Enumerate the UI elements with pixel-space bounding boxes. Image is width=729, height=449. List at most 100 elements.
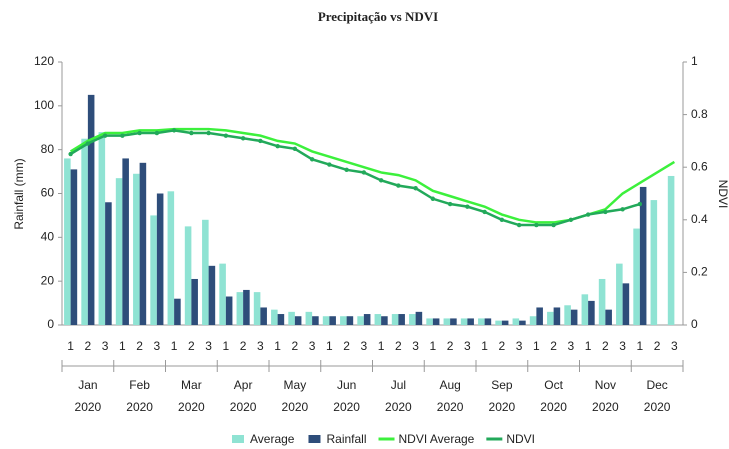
month-label: Jan	[78, 378, 97, 392]
bar	[305, 311, 313, 325]
legend-swatch	[308, 435, 321, 443]
line-marker	[465, 204, 470, 209]
y-tick-label: 100	[34, 98, 54, 112]
x-tick-label: 1	[481, 339, 488, 353]
x-tick-label: 3	[309, 339, 316, 353]
x-tick-label: 2	[602, 339, 609, 353]
legend-label: Average	[250, 432, 295, 446]
x-tick-label: 1	[223, 339, 230, 353]
x-tick-label: 2	[240, 339, 247, 353]
month-label: Nov	[595, 378, 616, 392]
bar	[277, 314, 285, 325]
line-marker	[361, 170, 367, 175]
year-label: 2020	[489, 400, 516, 414]
line-marker	[85, 141, 91, 146]
bar	[432, 318, 440, 325]
year-label: 2020	[592, 400, 619, 414]
line-marker	[275, 143, 280, 149]
month-label: Oct	[544, 378, 563, 392]
bar	[374, 314, 382, 325]
line	[69, 129, 641, 227]
x-tick-label: 3	[568, 339, 575, 353]
line-marker	[240, 136, 246, 141]
x-tick-label: 1	[67, 339, 74, 353]
line-marker	[620, 207, 625, 212]
bar	[415, 311, 423, 325]
line-marker	[585, 212, 591, 217]
bar	[236, 292, 244, 325]
x-tick-label: 1	[637, 339, 644, 353]
line-marker	[206, 130, 211, 136]
x-tick-label: 2	[343, 339, 350, 353]
bar	[346, 316, 354, 325]
x-tick-label: 3	[412, 339, 419, 353]
bar	[340, 316, 347, 325]
bar	[70, 169, 78, 325]
line-marker	[154, 130, 160, 136]
x-tick-label: 3	[361, 339, 368, 353]
x-tick-label: 3	[154, 339, 161, 353]
bar	[105, 202, 112, 325]
bar	[667, 175, 675, 325]
bar	[460, 318, 468, 325]
y2-tick-label: 0.8	[691, 107, 708, 121]
line-marker	[171, 128, 177, 133]
bar	[156, 193, 164, 325]
line-marker	[516, 222, 522, 228]
line-marker	[447, 201, 453, 207]
x-tick-label: 2	[447, 339, 454, 353]
bar	[381, 316, 388, 325]
year-label: 2020	[385, 400, 412, 414]
bar	[81, 138, 88, 325]
bar	[150, 215, 157, 325]
year-label: 2020	[126, 400, 153, 414]
month-label: Jul	[391, 378, 406, 392]
y2-tick-label: 0	[691, 317, 698, 331]
line-marker	[120, 133, 125, 138]
month-label: Jun	[337, 378, 356, 392]
legend-label: Rainfall	[326, 432, 366, 446]
bar	[133, 173, 140, 325]
bar	[398, 314, 405, 325]
bar	[322, 316, 330, 325]
y-axis-label: Rainfall (mm)	[12, 158, 26, 229]
bar	[536, 307, 543, 325]
bar	[357, 316, 364, 325]
line-marker	[482, 209, 487, 215]
line-marker	[413, 186, 418, 191]
bar	[271, 309, 278, 325]
bar	[363, 314, 371, 325]
line-marker	[223, 133, 229, 138]
bar	[409, 314, 416, 325]
bar	[484, 318, 492, 325]
line-marker	[102, 133, 108, 138]
x-tick-label: 1	[533, 339, 540, 353]
bar	[519, 320, 526, 325]
bar	[501, 320, 509, 325]
bar	[478, 318, 485, 325]
x-tick-label: 3	[516, 339, 523, 353]
x-tick-label: 2	[550, 339, 557, 353]
x-tick-label: 3	[102, 339, 109, 353]
legend-swatch	[232, 435, 244, 443]
line-marker	[378, 178, 384, 183]
bar	[184, 226, 192, 325]
line-marker	[637, 201, 643, 207]
y-tick-label: 0	[47, 317, 54, 331]
bar	[570, 309, 578, 325]
line-marker	[534, 222, 539, 228]
x-tick-label: 1	[585, 339, 592, 353]
year-label: 2020	[333, 400, 360, 414]
bar	[564, 305, 571, 325]
line-marker	[344, 167, 349, 173]
line-marker	[499, 217, 505, 222]
bar	[329, 316, 336, 325]
bar	[605, 309, 612, 325]
bar	[581, 294, 589, 325]
bar	[219, 263, 226, 325]
x-tick-label: 2	[499, 339, 506, 353]
line-marker	[430, 196, 436, 201]
line-marker	[292, 146, 298, 151]
x-tick-label: 3	[205, 339, 212, 353]
year-label: 2020	[282, 400, 309, 414]
